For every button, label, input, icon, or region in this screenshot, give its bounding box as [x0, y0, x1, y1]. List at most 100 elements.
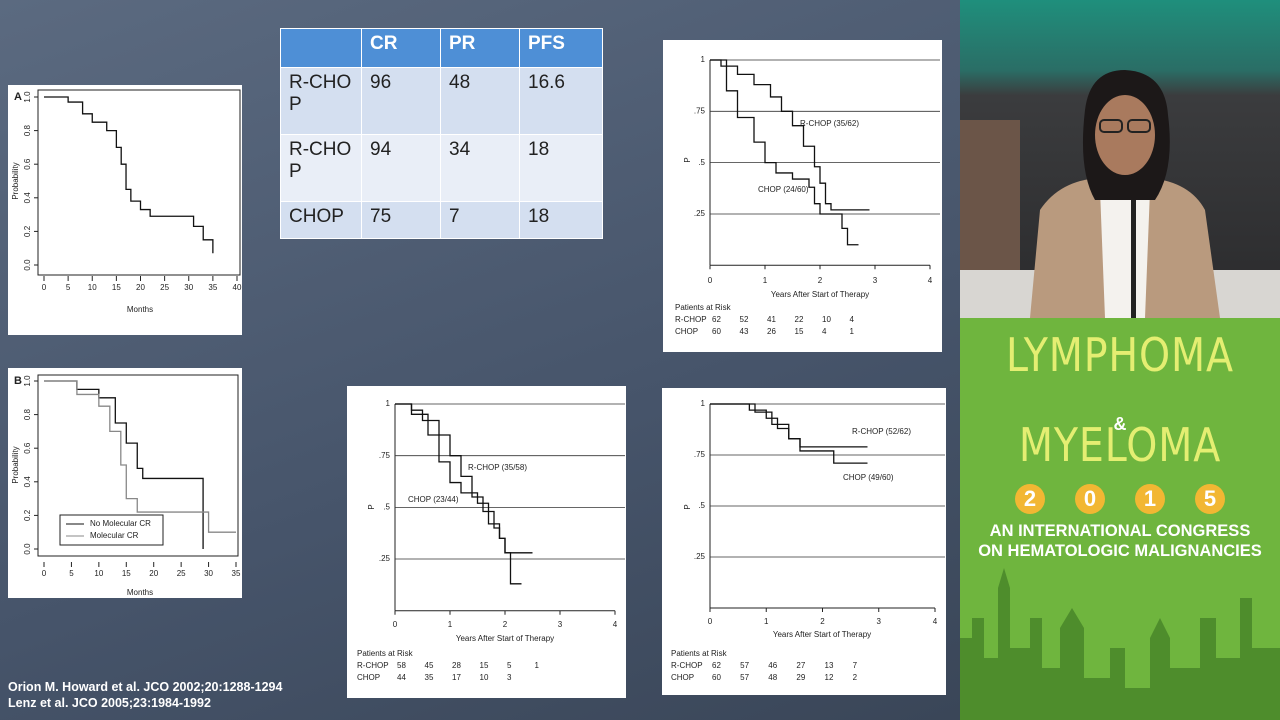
x-axis-label: Months — [127, 305, 153, 314]
y-tick-label: 0.4 — [23, 192, 32, 204]
annotation: CHOP (23/44) — [408, 495, 459, 504]
risk-value: 1 — [850, 327, 855, 336]
risk-value: 62 — [712, 315, 721, 324]
subtitle: ON HEMATOLOGIC MALIGNANCIES — [978, 542, 1262, 560]
y-axis-label: Probability — [11, 162, 20, 199]
x-tick-label: 0 — [393, 620, 398, 629]
annotation: R-CHOP (35/62) — [800, 119, 859, 128]
x-tick-label: 1 — [764, 617, 769, 626]
title: LYMPHOMA — [1006, 328, 1234, 382]
x-tick-label: 15 — [122, 569, 131, 578]
slide: A 0 5 10 15 20 25 30 35 40 0.0 0.2 0.4 0.6 0.8 1.0 Month… — [0, 0, 960, 720]
risk-value: 60 — [712, 327, 721, 336]
y-tick-label: 1 — [386, 399, 391, 408]
row-label: CHOP — [280, 201, 362, 239]
col-header: PR — [440, 28, 520, 68]
y-tick-label: .25 — [694, 209, 706, 218]
x-tick-label: 4 — [928, 276, 933, 285]
risk-title: Patients at Risk — [357, 649, 414, 658]
year-digit: 5 — [1195, 484, 1225, 514]
x-tick-label: 10 — [94, 569, 103, 578]
y-tick-label: .75 — [694, 106, 706, 115]
x-tick-label: 10 — [88, 283, 97, 292]
cell: 94 — [361, 134, 441, 202]
data-table: CR PR PFS R-CHOP 96 48 16.6 R-CHOP 94 34 18 CH… — [280, 28, 603, 239]
y-tick-label: 0.6 — [23, 158, 32, 170]
x-axis-label: Months — [127, 588, 153, 597]
legend-box — [59, 514, 164, 546]
panel — [8, 85, 242, 335]
skyline — [960, 568, 1280, 720]
cell: 16.6 — [519, 67, 603, 135]
risk-value: 1 — [535, 661, 540, 670]
corner — [280, 28, 362, 68]
y-tick-label: .75 — [379, 451, 391, 460]
speaker-video — [960, 0, 1280, 318]
x-tick-label: 30 — [204, 569, 213, 578]
risk-value: 52 — [740, 315, 749, 324]
risk-value: 17 — [452, 673, 461, 682]
citation: Orion M. Howard et al. JCO 2002;20:1288-… — [8, 680, 283, 694]
row-label: R-CHOP — [280, 67, 362, 135]
y-axis-label: P — [367, 504, 376, 509]
year-digit: 2 — [1015, 484, 1045, 514]
risk-value: 2 — [853, 673, 858, 682]
citation: Lenz et al. JCO 2005;23:1984-1992 — [8, 696, 211, 710]
legend-label: No Molecular CR — [90, 519, 151, 528]
survival-curve — [395, 403, 522, 585]
x-tick-label: 35 — [208, 283, 217, 292]
x-tick-label: 0 — [42, 283, 47, 292]
y-tick-label: 1 — [701, 399, 706, 408]
legend-label: Molecular CR — [90, 531, 139, 540]
panel — [8, 368, 242, 598]
risk-value: 57 — [740, 673, 749, 682]
x-tick-label: 2 — [820, 617, 825, 626]
risk-value: 7 — [853, 661, 858, 670]
cell: 18 — [519, 134, 603, 202]
y-tick-label: 1 — [701, 55, 706, 64]
risk-value: 3 — [507, 673, 512, 682]
x-tick-label: 40 — [233, 283, 242, 292]
y-tick-label: 0.8 — [23, 408, 32, 420]
y-tick-label: .75 — [694, 450, 706, 459]
y-tick-label: .5 — [698, 501, 705, 510]
subtitle: AN INTERNATIONAL CONGRESS — [989, 522, 1251, 540]
annotation: CHOP (49/60) — [843, 473, 894, 482]
x-axis-label: Years After Start of Therapy — [456, 634, 554, 643]
risk-value: 41 — [767, 315, 776, 324]
risk-value: 27 — [796, 661, 805, 670]
risk-value: 46 — [768, 661, 777, 670]
survival-curve — [710, 59, 859, 246]
risk-value: 57 — [740, 661, 749, 670]
frame — [37, 374, 239, 557]
x-tick-label: 0 — [42, 569, 47, 578]
y-axis-label: P — [683, 157, 692, 162]
x-tick-label: 3 — [558, 620, 563, 629]
x-tick-label: 15 — [112, 283, 121, 292]
ampersand: & — [1113, 414, 1127, 434]
risk-value: 62 — [712, 661, 721, 670]
x-tick-label: 4 — [933, 617, 938, 626]
row-label: R-CHOP — [280, 134, 362, 202]
year-digit: 0 — [1075, 484, 1105, 514]
risk-title: Patients at Risk — [675, 303, 732, 312]
y-tick-label: 1.0 — [23, 375, 32, 387]
frame — [37, 89, 241, 276]
survival-curve — [710, 403, 868, 464]
panel — [662, 388, 946, 695]
title: MYELOMA — [1018, 418, 1222, 472]
risk-title: Patients at Risk — [671, 649, 728, 658]
risk-value: 4 — [822, 327, 827, 336]
risk-label: CHOP — [675, 327, 698, 336]
x-tick-label: 2 — [503, 620, 508, 629]
y-axis-label: Probability — [11, 446, 20, 483]
risk-value: 45 — [425, 661, 434, 670]
risk-value: 12 — [825, 673, 834, 682]
cell: 96 — [361, 67, 441, 135]
annotation: R-CHOP (35/58) — [468, 463, 527, 472]
risk-label: R-CHOP — [357, 661, 389, 670]
y-tick-label: 0.0 — [23, 543, 32, 555]
x-tick-label: 5 — [66, 283, 71, 292]
x-tick-label: 1 — [763, 276, 768, 285]
